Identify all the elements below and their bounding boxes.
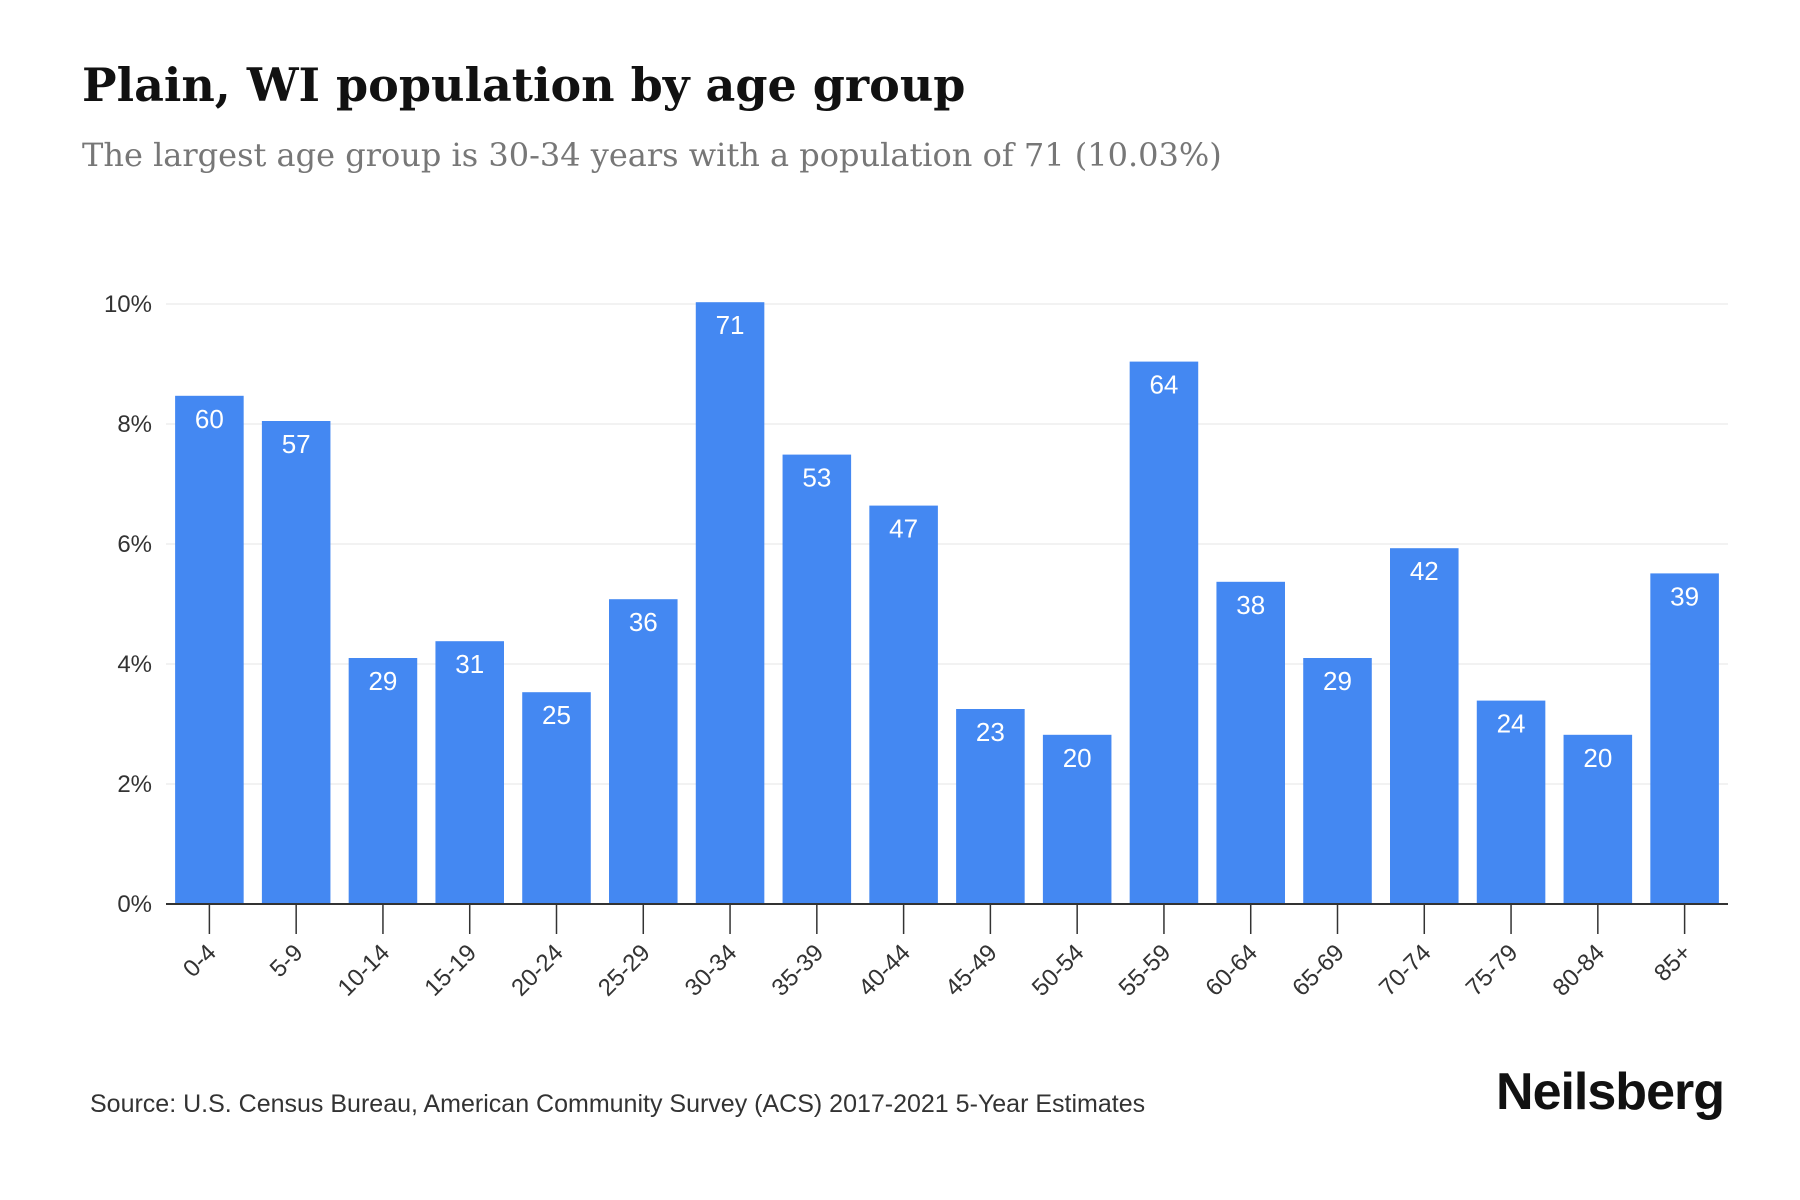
bar-5-9 [261, 421, 331, 904]
bar-0-4 [175, 395, 244, 904]
bar-chart: 60 57 29 31 25 36 71 53 47 23 20 64 38 29 42 24 20 39 0% 2… [104, 291, 1728, 1002]
bar-value-label: 38 [1236, 590, 1265, 620]
x-tick-label: 25-29 [593, 939, 656, 1002]
bar-10-14 [348, 658, 418, 904]
bar-value-label: 29 [1323, 666, 1352, 696]
bar-value-label: 53 [802, 463, 831, 493]
x-tick-label: 45-49 [940, 939, 1003, 1002]
x-tick-label: 85+ [1649, 939, 1697, 987]
bar-80-84 [1563, 734, 1633, 904]
bar-20-24 [522, 692, 591, 904]
y-tick-label: 10% [104, 291, 152, 318]
x-tick-label: 15-19 [419, 939, 482, 1002]
bar-85+ [1650, 573, 1719, 904]
bar-40-44 [869, 505, 938, 904]
x-tick-label: 20-24 [506, 939, 569, 1002]
bar-value-label: 29 [368, 666, 397, 696]
bar-value-label: 24 [1497, 709, 1526, 739]
bar-25-29 [609, 599, 678, 904]
x-tick-label: 55-59 [1114, 939, 1177, 1002]
y-tick-label: 8% [117, 411, 152, 438]
x-tick-label: 35-39 [767, 939, 830, 1002]
bar-value-label: 20 [1583, 743, 1612, 773]
bar-value-label: 64 [1149, 370, 1178, 400]
y-tick-label: 4% [117, 651, 152, 678]
bar-value-label: 20 [1063, 743, 1092, 773]
x-tick-label: 60-64 [1200, 939, 1263, 1002]
y-tick-label: 2% [117, 771, 152, 798]
x-tick-label: 40-44 [853, 939, 916, 1002]
bar-15-19 [435, 641, 504, 904]
bar-value-label: 23 [976, 717, 1005, 747]
bar-45-49 [956, 709, 1025, 904]
bar-50-54 [1042, 734, 1112, 904]
bar-value-label: 42 [1410, 556, 1439, 586]
x-tick-label: 0-4 [178, 939, 222, 983]
source-note: Source: U.S. Census Bureau, American Com… [90, 1090, 1146, 1118]
x-tick-label: 5-9 [265, 939, 309, 983]
bar-value-label: 25 [542, 700, 571, 730]
x-tick-label: 30-34 [680, 939, 743, 1002]
bar-75-79 [1476, 700, 1546, 904]
x-tick-label: 75-79 [1461, 939, 1524, 1002]
gridlines [166, 303, 1728, 785]
x-tick-label: 10-14 [333, 939, 396, 1002]
bar-70-74 [1390, 548, 1459, 904]
bar-value-label: 71 [716, 310, 745, 340]
bar-30-34 [695, 302, 765, 904]
x-tick-label: 70-74 [1374, 939, 1437, 1002]
bar-65-69 [1303, 658, 1372, 904]
bars: 60 57 29 31 25 36 71 53 47 23 20 64 38 29 42 24 20 39 [175, 302, 1719, 905]
bar-55-59 [1129, 361, 1199, 905]
bar-value-label: 47 [889, 514, 918, 544]
bar-value-label: 36 [629, 607, 658, 637]
chart-title: Plain, WI population by age group [82, 58, 966, 112]
bar-value-label: 57 [282, 429, 311, 459]
chart-subtitle: The largest age group is 30-34 years wit… [82, 136, 1222, 174]
x-tick-label: 65-69 [1287, 939, 1350, 1002]
y-tick-label: 0% [117, 891, 152, 918]
x-tick-label: 80-84 [1548, 939, 1611, 1002]
bar-value-label: 31 [455, 649, 484, 679]
bar-value-label: 39 [1670, 581, 1699, 611]
bar-35-39 [782, 454, 852, 904]
neilsberg-logo: Neilsberg [1496, 1063, 1725, 1121]
bar-value-label: 60 [195, 404, 224, 434]
x-tick-label: 50-54 [1027, 939, 1090, 1002]
bar-60-64 [1216, 581, 1285, 904]
y-tick-label: 6% [117, 531, 152, 558]
